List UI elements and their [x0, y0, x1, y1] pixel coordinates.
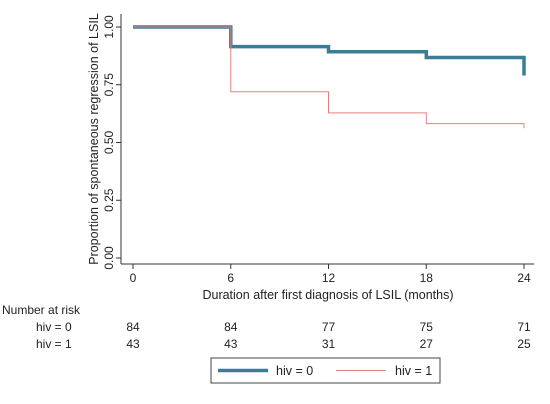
y-tick-label: 0.00 [102, 246, 116, 270]
x-tick-label: 18 [420, 271, 434, 285]
y-axis-label: Proportion of spontaneous regression of … [87, 13, 101, 265]
y-tick-label: 0.75 [102, 73, 116, 97]
x-tick-label: 6 [227, 271, 234, 285]
y-ticks: 0.00 0.25 0.50 0.75 1.00 [102, 15, 121, 270]
series-line-hiv1 [133, 26, 525, 129]
axes [120, 14, 534, 265]
x-tick-label: 12 [322, 271, 336, 285]
risk-value: 43 [224, 337, 238, 351]
risk-value: 27 [420, 337, 434, 351]
risk-values: 84 84 77 75 71 43 43 31 27 25 [126, 320, 531, 351]
legend-label-hiv0: hiv = 0 [276, 364, 313, 378]
risk-value: 84 [126, 320, 140, 334]
legend-label-hiv1: hiv = 1 [395, 364, 432, 378]
risk-value: 43 [126, 337, 140, 351]
risk-value: 75 [420, 320, 434, 334]
y-tick-label: 0.25 [102, 188, 116, 212]
risk-row-label-hiv0: hiv = 0 [36, 320, 72, 334]
x-tick-label: 0 [130, 271, 137, 285]
y-tick-label: 1.00 [102, 15, 116, 39]
y-tick-label: 0.50 [102, 130, 116, 154]
x-axis-label: Duration after first diagnosis of LSIL (… [202, 288, 453, 302]
risk-value: 84 [224, 320, 238, 334]
risk-value: 25 [517, 337, 531, 351]
x-tick-label: 24 [517, 271, 531, 285]
risk-table: Number at risk hiv = 0 hiv = 1 84 84 77 75 7… [2, 303, 531, 351]
risk-table-title: Number at risk [2, 303, 81, 317]
series-layer [133, 25, 526, 129]
risk-row-label-hiv1: hiv = 1 [36, 337, 72, 351]
legend: hiv = 0 hiv = 1 [210, 357, 441, 384]
x-ticks: 0 6 12 18 24 [130, 264, 531, 285]
risk-value: 71 [517, 320, 531, 334]
risk-value: 77 [322, 320, 336, 334]
risk-value: 31 [322, 337, 336, 351]
